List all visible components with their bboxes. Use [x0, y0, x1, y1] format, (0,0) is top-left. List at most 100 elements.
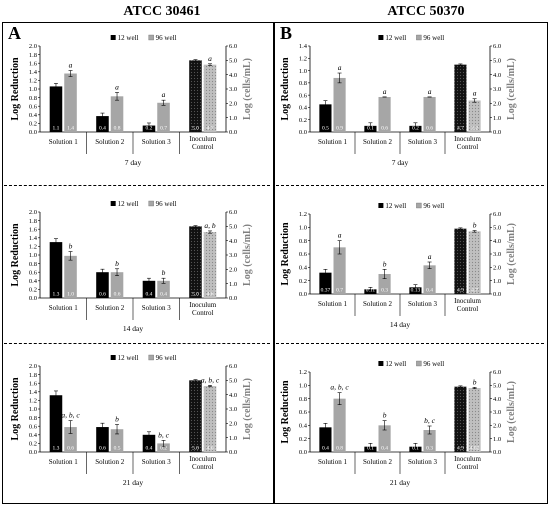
bar-value-label: 1.0 — [67, 292, 74, 298]
y-tick-label: 1.4 — [29, 235, 38, 242]
x-axis-title: 14 day — [123, 324, 143, 333]
bar-96-well — [468, 388, 481, 452]
y2-tick-label: 6.0 — [493, 43, 501, 50]
y2-tick-label: 5.0 — [229, 378, 237, 385]
category-label: Inoculum — [189, 135, 216, 143]
legend-swatch-12 — [378, 361, 384, 366]
y2-tick-label: 6.0 — [229, 209, 237, 216]
y-tick-label: 1.0 — [29, 86, 37, 93]
bar-96-well — [157, 280, 170, 298]
bar-12-well — [49, 86, 63, 132]
y2-tick-label: 5.0 — [493, 58, 501, 65]
y-tick-label: 2.0 — [29, 209, 37, 216]
y2-tick-label: 1.0 — [493, 278, 501, 285]
y2-tick-label: 6.0 — [493, 211, 501, 218]
y2-tick-label: 5.0 — [493, 383, 501, 390]
y2-tick-label: 4.0 — [493, 238, 501, 245]
bar-96-well — [468, 100, 481, 132]
bar-value-label: 0.13 — [411, 288, 421, 294]
x-axis-title: 21 day — [123, 478, 143, 487]
y-tick-label: 1.2 — [299, 211, 307, 218]
y-tick-label: 0.8 — [29, 415, 37, 422]
y2-tick-label: 3.0 — [493, 409, 501, 416]
panel-letter-a: A — [8, 23, 21, 43]
chart-a-7day: 0.00.20.40.60.81.01.21.41.61.82.00.01.02… — [10, 34, 253, 167]
category-label: Inoculum — [189, 301, 216, 309]
bar-value-label: 0.11 — [366, 288, 376, 294]
bar-value-label: 0.6 — [114, 292, 121, 298]
panel-frame-a — [2, 22, 274, 504]
significance-label: a — [428, 252, 432, 261]
significance-label: b — [473, 221, 477, 230]
y-tick-label: 0.0 — [29, 129, 37, 136]
x-axis-title: 14 day — [390, 320, 410, 329]
significance-label: a — [338, 231, 342, 240]
y2-tick-label: 4.0 — [493, 396, 501, 403]
bar-value-label: 1.4 — [67, 126, 74, 132]
y-tick-label: 0.0 — [29, 295, 37, 302]
legend-label-12: 12 well — [385, 34, 406, 42]
bar-12-well — [319, 104, 332, 132]
y-tick-label: 1.2 — [299, 369, 307, 376]
bar-value-label: 0.4 — [322, 446, 329, 452]
bar-value-label: 5.0 — [192, 292, 199, 298]
y-tick-label: 0.6 — [29, 269, 38, 276]
y2-tick-label: 3.0 — [229, 86, 237, 93]
bar-12-well — [454, 64, 467, 132]
significance-label: a, b — [204, 221, 216, 230]
y-tick-label: 0.8 — [299, 80, 307, 87]
significance-label: b — [383, 259, 387, 268]
y-axis-title: Log Reduction — [10, 223, 21, 287]
y2-axis-title: Log (cells/mL) — [506, 223, 517, 285]
significance-label: a — [383, 87, 387, 96]
y-tick-label: 0.0 — [299, 291, 307, 298]
bar-value-label: 1.1 — [53, 126, 60, 132]
bar-12-well — [96, 427, 109, 452]
bar-96-well — [378, 96, 391, 132]
legend-label-12: 12 well — [118, 34, 139, 42]
y-tick-label: 0.4 — [29, 432, 38, 439]
bar-value-label: 4.9 — [457, 288, 464, 294]
y2-tick-label: 1.0 — [493, 436, 501, 443]
y-axis-title: Log Reduction — [280, 222, 291, 286]
category-label: Inoculum — [454, 455, 481, 463]
bar-96-well — [333, 77, 346, 132]
x-axis-title: 7 day — [392, 158, 409, 167]
y2-tick-label: 4.0 — [229, 238, 237, 245]
bar-value-label: 0.2 — [160, 446, 167, 452]
y2-tick-label: 4.0 — [229, 392, 237, 399]
significance-label: a — [428, 87, 432, 96]
category-label: Solution 2 — [363, 458, 392, 466]
y-tick-label: 1.6 — [29, 60, 38, 67]
y-tick-label: 0.2 — [29, 441, 37, 448]
category-label: Inoculum — [454, 135, 481, 143]
y-tick-label: 1.6 — [29, 226, 38, 233]
bar-value-label: 5.0 — [192, 446, 199, 452]
bar-value-label: 0.7 — [336, 288, 343, 294]
bar-96-well — [333, 247, 346, 294]
bar-12-well — [454, 228, 467, 294]
bar-value-label: 1.3 — [53, 446, 60, 452]
y-tick-label: 1.8 — [29, 372, 37, 379]
bar-12-well — [454, 386, 467, 452]
y2-axis-title: Log (cells/mL) — [506, 381, 517, 443]
y2-tick-label: 2.0 — [493, 423, 501, 430]
category-label: Inoculum — [189, 455, 216, 463]
bar-12-well — [142, 280, 156, 298]
bar-value-label: 0.37 — [321, 288, 331, 294]
category-label: Solution 3 — [408, 300, 437, 308]
legend-label-96: 96 well — [156, 354, 177, 362]
legend-swatch-12 — [110, 201, 116, 206]
bar-96-well — [157, 102, 170, 132]
category-label: Solution 1 — [318, 458, 347, 466]
legend-label-96: 96 well — [156, 34, 177, 42]
bar-value-label: 0.6 — [99, 446, 106, 452]
y2-tick-label: 5.0 — [229, 224, 237, 231]
significance-label: a — [115, 82, 119, 91]
y2-tick-label: 6.0 — [493, 369, 501, 376]
bar-value-label: 0.6 — [99, 292, 106, 298]
chart-a-14day: 0.00.20.40.60.81.01.21.41.61.82.00.01.02… — [10, 200, 253, 333]
bar-value-label: 0.9 — [336, 126, 343, 132]
category-label: Control — [457, 463, 478, 471]
y-tick-label: 1.8 — [29, 218, 37, 225]
